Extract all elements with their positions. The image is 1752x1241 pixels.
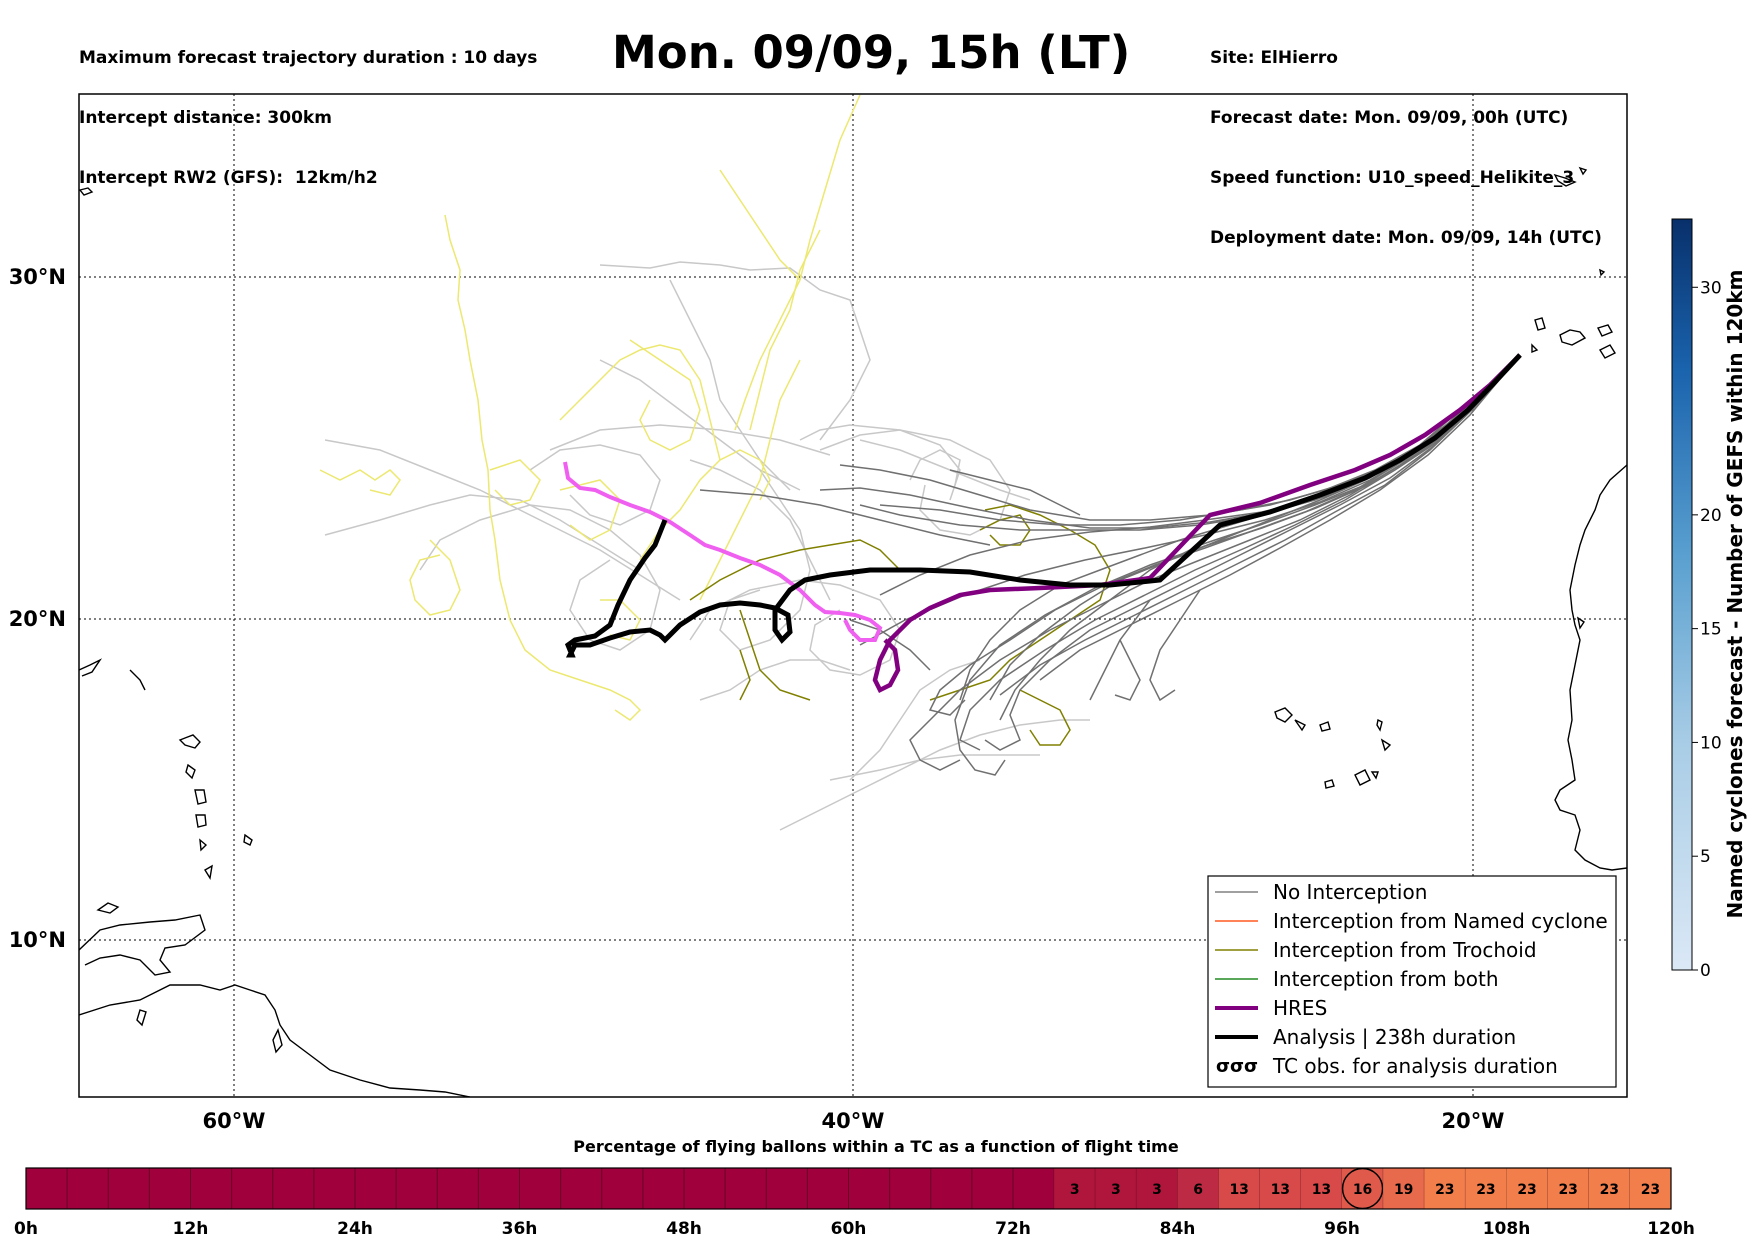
lat-label-10n: 10°N [9,928,66,952]
legend-label: TC obs. for analysis duration [1272,1054,1558,1078]
colorbar-tick-label: 5 [1700,847,1711,867]
legend-tc-obs-glyph: σσσ [1216,1056,1258,1077]
deployment-date-text: Deployment date: Mon. 09/09, 14h (UTC) [1210,228,1602,248]
max-duration-text: Maximum forecast trajectory duration : 1… [79,48,538,68]
strip-cell [1383,1168,1425,1209]
legend-label: Interception from Named cyclone [1273,909,1608,933]
header-left-info: Maximum forecast trajectory duration : 1… [79,8,537,208]
lon-label-20w: 20°W [1442,1109,1505,1133]
strip-tick-label: 12h [173,1219,209,1239]
strip-cell-value: 3 [1070,1182,1080,1198]
flight-time-strip: 3 3 3 6 13 13 13 16 19 23 23 23 23 23 23 0h 12h 24h 36h 48… [14,1167,1695,1239]
strip-cell-value: 3 [1111,1182,1121,1198]
strip-tick-label: 48h [666,1219,702,1239]
legend-label: Analysis | 238h duration [1273,1025,1516,1049]
coastlines [79,166,1627,1097]
strip-cell [1054,1168,1096,1209]
lat-label-30n: 30°N [9,265,66,289]
colorbar-tick-label: 20 [1700,506,1722,526]
strip-cell [1259,1168,1301,1209]
strip-cell [1629,1168,1671,1209]
strip-cell-value: 16 [1353,1182,1372,1198]
strip-cell-value: 23 [1558,1182,1577,1198]
strip-cell [1506,1168,1548,1209]
analysis-trajectory [564,353,1522,658]
legend-label: Interception from Trochoid [1273,938,1537,962]
lat-label-20n: 20°N [9,607,66,631]
strip-cell-value: 13 [1229,1182,1248,1198]
colorbar-tick-label: 15 [1700,620,1722,640]
strip-cell [1136,1168,1178,1209]
speed-function-text: Speed function: U10_speed_Helikite_3 [1210,168,1575,188]
strip-tick-label: 36h [502,1219,538,1239]
lon-label-60w: 60°W [203,1109,266,1133]
intercept-rw2-text: Intercept RW2 (GFS): 12km/h2 [79,168,378,188]
strip-cell-value: 13 [1312,1182,1331,1198]
no-interception-tracks [699,354,1521,776]
strip-cell [1547,1168,1589,1209]
strip-cell [1424,1168,1466,1209]
strip-tick-label: 84h [1160,1219,1196,1239]
strip-cell-value: 19 [1394,1182,1413,1198]
strip-cell [1588,1168,1630,1209]
strip-cell [1218,1168,1260,1209]
strip-title: Percentage of flying ballons within a TC… [573,1137,1179,1156]
strip-cell-value: 23 [1517,1182,1536,1198]
strip-cell [1465,1168,1507,1209]
hres-trajectory [872,353,1522,694]
colorbar-label: Named cyclones forecast - Number of GEFS… [1723,270,1747,919]
strip-cell-value: 23 [1476,1182,1495,1198]
colorbar-tick-label: 10 [1700,733,1722,753]
colorbar: 0 5 10 15 20 30 Named cyclones forecast - Num… [1671,218,1747,981]
strip-cell-value: 13 [1271,1182,1290,1198]
strip-cell-value: 23 [1600,1182,1619,1198]
strip-tick-label: 72h [995,1219,1031,1239]
strip-cell [1300,1168,1342,1209]
strip-tick-label: 60h [831,1219,867,1239]
strip-tick-label: 120h [1647,1219,1695,1239]
strip-cell [1095,1168,1137,1209]
strip-cell-value: 6 [1193,1182,1203,1198]
map-legend: No Interception Interception from Named c… [1207,875,1617,1088]
legend-label: Interception from both [1273,967,1499,991]
trochoid-interception-tracks [689,504,1111,746]
strip-tick-label: 96h [1324,1219,1360,1239]
forecast-date-text: Forecast date: Mon. 09/09, 00h (UTC) [1210,108,1569,128]
strip-tick-label: 0h [14,1219,38,1239]
map-frame [78,93,1628,1098]
pink-trajectory [563,461,883,642]
light-ensemble-tracks [324,261,1090,831]
strip-cell-value: 23 [1435,1182,1454,1198]
legend-label: HRES [1273,996,1327,1020]
colorbar-tick-label: 0 [1700,961,1711,981]
page-title: Mon. 09/09, 15h (LT) [612,26,1131,79]
strip-cell-value: 23 [1641,1182,1660,1198]
yellow-ensemble-tracks [319,94,861,721]
colorbar-tick-label: 30 [1700,278,1722,298]
strip-cell-value: 3 [1152,1182,1162,1198]
legend-label: No Interception [1273,880,1427,904]
lon-label-40w: 40°W [822,1109,885,1133]
site-text: Site: ElHierro [1210,48,1338,68]
strip-tick-label: 24h [337,1219,373,1239]
strip-cell [1177,1168,1219,1209]
header-right-info: Site: ElHierro Forecast date: Mon. 09/09… [1210,8,1602,268]
strip-tick-label: 108h [1483,1219,1531,1239]
intercept-distance-text: Intercept distance: 300km [79,108,332,128]
